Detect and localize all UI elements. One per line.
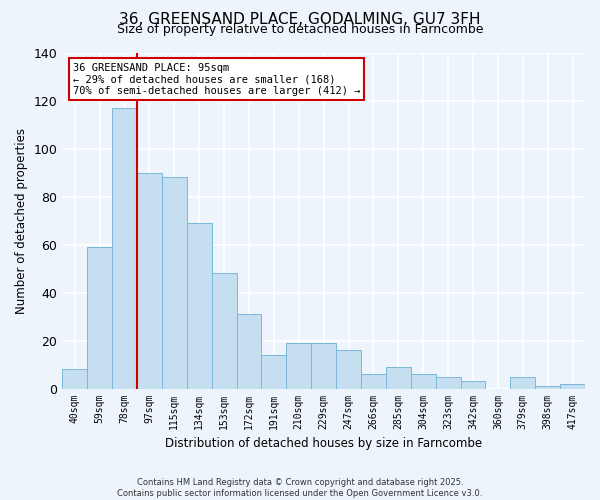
Bar: [361, 374, 386, 388]
Bar: [137, 172, 162, 388]
Bar: [436, 376, 461, 388]
Bar: [162, 178, 187, 388]
Text: Size of property relative to detached houses in Farncombe: Size of property relative to detached ho…: [117, 22, 483, 36]
Text: Contains HM Land Registry data © Crown copyright and database right 2025.
Contai: Contains HM Land Registry data © Crown c…: [118, 478, 482, 498]
Bar: [461, 382, 485, 388]
Bar: [386, 367, 411, 388]
X-axis label: Distribution of detached houses by size in Farncombe: Distribution of detached houses by size …: [165, 437, 482, 450]
Y-axis label: Number of detached properties: Number of detached properties: [15, 128, 28, 314]
Text: 36 GREENSAND PLACE: 95sqm
← 29% of detached houses are smaller (168)
70% of semi: 36 GREENSAND PLACE: 95sqm ← 29% of detac…: [73, 62, 360, 96]
Bar: [236, 314, 262, 388]
Bar: [262, 355, 286, 388]
Bar: [87, 247, 112, 388]
Bar: [535, 386, 560, 388]
Text: 36, GREENSAND PLACE, GODALMING, GU7 3FH: 36, GREENSAND PLACE, GODALMING, GU7 3FH: [119, 12, 481, 28]
Bar: [62, 370, 87, 388]
Bar: [112, 108, 137, 388]
Bar: [286, 343, 311, 388]
Bar: [311, 343, 336, 388]
Bar: [560, 384, 585, 388]
Bar: [411, 374, 436, 388]
Bar: [511, 376, 535, 388]
Bar: [187, 223, 212, 388]
Bar: [336, 350, 361, 389]
Bar: [212, 274, 236, 388]
